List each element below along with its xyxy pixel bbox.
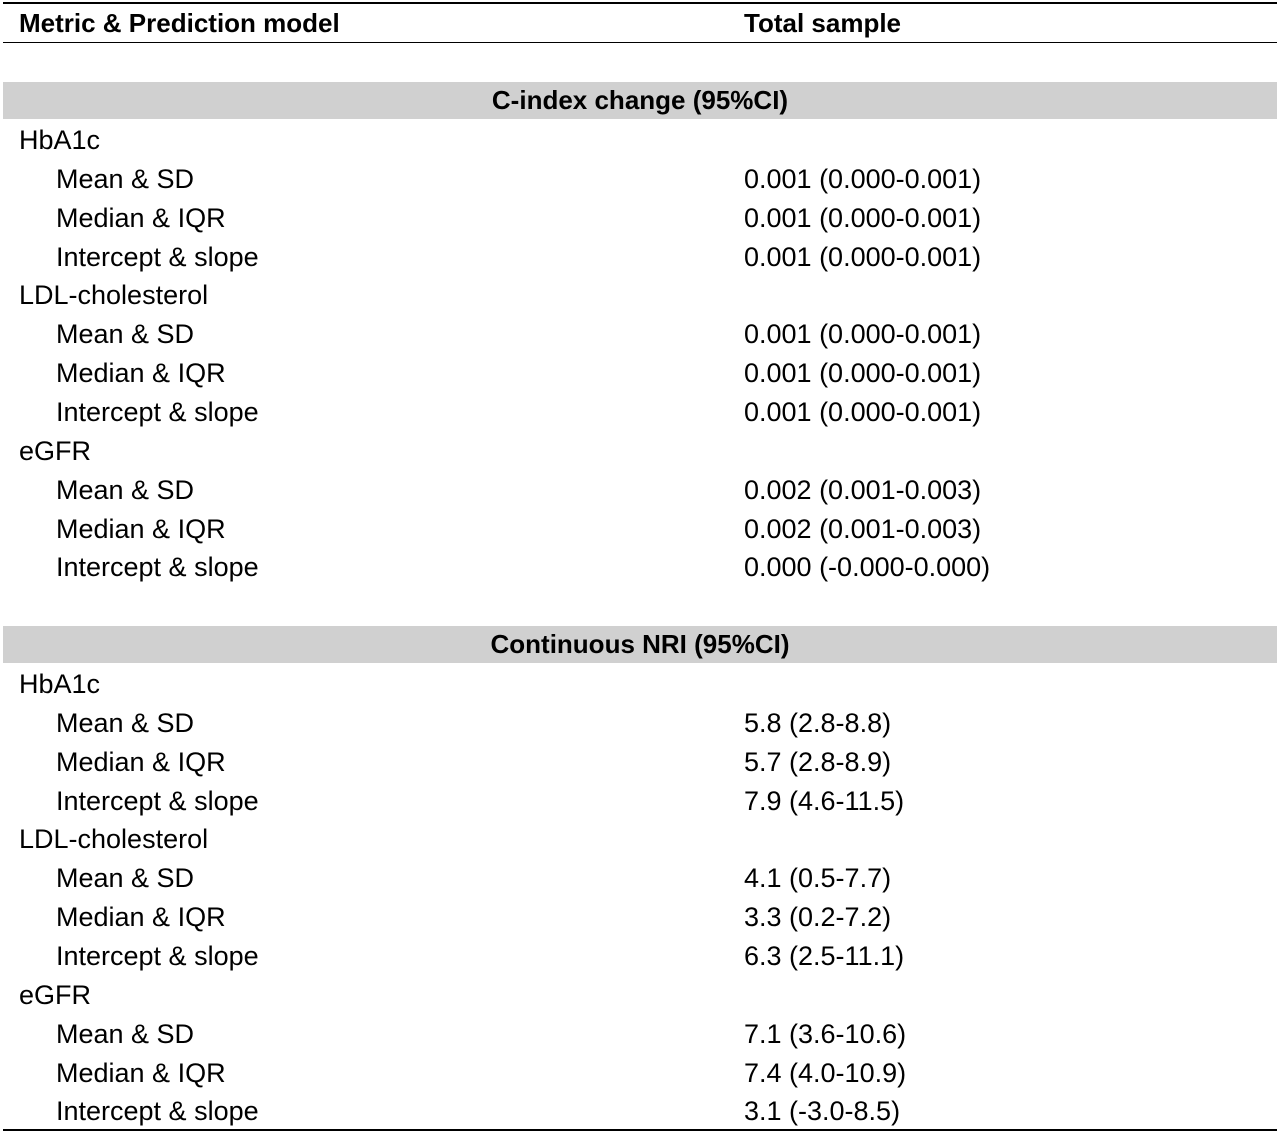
table-row: Mean & SD 7.1 (3.6-10.6) (0, 1015, 1280, 1054)
row-value: 0.001 (0.000-0.001) (744, 241, 982, 272)
table-row: Median & IQR 3.3 (0.2-7.2) (0, 898, 1280, 937)
table-row: Mean & SD 0.002 (0.001-0.003) (0, 471, 1280, 510)
row-label: Median & IQR (56, 902, 226, 933)
group-label: LDL-cholesterol (19, 280, 209, 311)
row-label: Mean & SD (56, 319, 195, 350)
row-label: Mean & SD (56, 1018, 195, 1049)
table-row: Mean & SD 0.001 (0.000-0.001) (0, 315, 1280, 354)
row-value: 0.002 (0.001-0.003) (744, 474, 982, 505)
group-label: eGFR (19, 435, 92, 466)
group-label: LDL-cholesterol (19, 824, 209, 855)
row-label: Median & IQR (56, 1057, 226, 1088)
table-row: Intercept & slope 0.001 (0.000-0.001) (0, 238, 1280, 277)
table-row: Mean & SD 4.1 (0.5-7.7) (0, 859, 1280, 898)
row-value: 0.001 (0.000-0.001) (744, 396, 982, 427)
row-value: 5.7 (2.8-8.9) (744, 746, 892, 777)
table-row: Median & IQR 0.001 (0.000-0.001) (0, 354, 1280, 393)
row-label: Median & IQR (56, 513, 226, 544)
row-label: Median & IQR (56, 358, 226, 389)
row-label: Intercept & slope (56, 552, 259, 583)
table-row: Intercept & slope 6.3 (2.5-11.1) (0, 937, 1280, 976)
table-row: Median & IQR 7.4 (4.0-10.9) (0, 1054, 1280, 1093)
section-header: Continuous NRI (95%CI) (3, 626, 1277, 663)
row-value: 7.9 (4.6-11.5) (744, 785, 905, 816)
table-row: Median & IQR 0.001 (0.000-0.001) (0, 199, 1280, 238)
row-value: 0.001 (0.000-0.001) (744, 163, 982, 194)
bottom-rule (3, 1129, 1277, 1131)
group-row: LDL-cholesterol (0, 820, 1280, 859)
table-row: Mean & SD 5.8 (2.8-8.8) (0, 704, 1280, 743)
group-label: HbA1c (19, 125, 101, 155)
row-value: 0.001 (0.000-0.001) (744, 358, 982, 389)
row-value: 0.002 (0.001-0.003) (744, 513, 982, 544)
group-row: eGFR (0, 432, 1280, 471)
row-label: Intercept & slope (56, 241, 259, 272)
row-label: Median & IQR (56, 202, 226, 233)
row-value: 6.3 (2.5-11.1) (744, 940, 905, 971)
row-label: Mean & SD (56, 707, 195, 738)
table-row: Intercept & slope 0.000 (-0.000-0.000) (0, 548, 1280, 587)
row-label: Mean & SD (56, 474, 195, 505)
table-row: Intercept & slope 0.001 (0.000-0.001) (0, 393, 1280, 432)
group-row: HbA1c (0, 665, 1280, 704)
group-label: HbA1c (19, 669, 101, 699)
row-value: 0.001 (0.000-0.001) (744, 202, 982, 233)
row-label: Mean & SD (56, 863, 195, 894)
table-row: Intercept & slope 3.1 (-3.0-8.5) (0, 1092, 1280, 1131)
header-rule (3, 42, 1277, 43)
group-label: eGFR (19, 979, 92, 1010)
row-value: 0.001 (0.000-0.001) (744, 319, 982, 350)
header-metric-model: Metric & Prediction model (19, 8, 340, 38)
group-row: LDL-cholesterol (0, 276, 1280, 315)
row-label: Median & IQR (56, 746, 226, 777)
table-row: Mean & SD 0.001 (0.000-0.001) (0, 160, 1280, 199)
group-row: eGFR (0, 976, 1280, 1015)
row-value: 3.3 (0.2-7.2) (744, 902, 892, 933)
header-total-sample: Total sample (744, 8, 902, 38)
section-header: C-index change (95%CI) (3, 82, 1277, 119)
row-label: Intercept & slope (56, 396, 259, 427)
top-rule (3, 2, 1277, 4)
table-row: Intercept & slope 7.9 (4.6-11.5) (0, 782, 1280, 821)
group-row: HbA1c (0, 121, 1280, 160)
row-value: 7.1 (3.6-10.6) (744, 1018, 907, 1049)
row-label: Mean & SD (56, 163, 195, 194)
row-value: 4.1 (0.5-7.7) (744, 863, 892, 894)
row-label: Intercept & slope (56, 785, 259, 816)
row-label: Intercept & slope (56, 940, 259, 971)
table-row: Median & IQR 5.7 (2.8-8.9) (0, 743, 1280, 782)
row-value: 7.4 (4.0-10.9) (744, 1057, 907, 1088)
table-row: Median & IQR 0.002 (0.001-0.003) (0, 510, 1280, 549)
row-value: 5.8 (2.8-8.8) (744, 707, 892, 738)
row-label: Intercept & slope (56, 1096, 259, 1127)
row-value: 0.000 (-0.000-0.000) (744, 552, 991, 583)
row-value: 3.1 (-3.0-8.5) (744, 1096, 901, 1127)
